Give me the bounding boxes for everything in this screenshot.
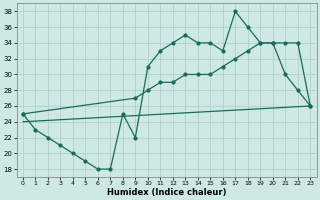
- X-axis label: Humidex (Indice chaleur): Humidex (Indice chaleur): [107, 188, 226, 197]
